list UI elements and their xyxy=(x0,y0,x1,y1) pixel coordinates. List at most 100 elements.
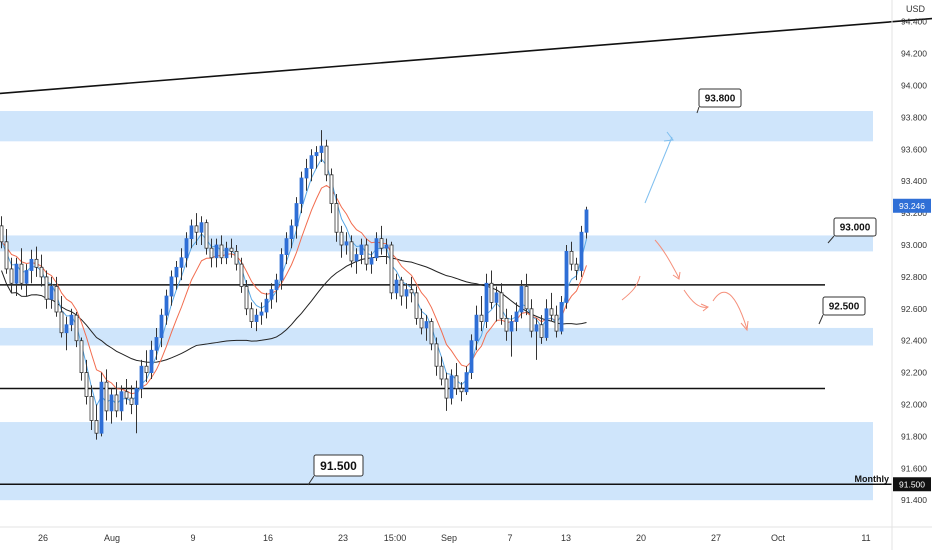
candle-body xyxy=(309,155,314,169)
candle-2 xyxy=(9,257,14,293)
candle-body xyxy=(124,391,129,399)
candle-69 xyxy=(344,232,349,255)
candle-62 xyxy=(309,149,314,182)
candle-111 xyxy=(554,305,559,338)
candle-body xyxy=(334,203,339,233)
candle-body xyxy=(149,349,154,373)
bullish-projection-arrow xyxy=(644,136,673,204)
candle-body xyxy=(274,279,279,291)
candle-99 xyxy=(494,286,499,322)
candle-18 xyxy=(89,385,94,431)
candle-body xyxy=(104,381,109,412)
candle-96 xyxy=(479,296,484,332)
candle-body xyxy=(169,276,174,297)
x-tick-label: 9 xyxy=(190,533,195,543)
y-tick-label: 93.400 xyxy=(901,176,927,186)
x-tick-label: Sep xyxy=(441,533,457,543)
candle-52 xyxy=(259,302,264,325)
callout-93000: 93.000 xyxy=(827,217,877,244)
candle-32 xyxy=(159,308,164,348)
candle-79 xyxy=(394,273,399,300)
callout-93800-box xyxy=(698,88,742,108)
bearish-arrowhead-2 xyxy=(672,271,681,280)
candle-body xyxy=(164,295,169,316)
candle-58 xyxy=(289,219,294,249)
candle-34 xyxy=(169,270,174,306)
candle-50 xyxy=(249,302,254,328)
zone-1 xyxy=(0,235,873,252)
candle-110 xyxy=(549,292,554,322)
candle-47 xyxy=(234,245,239,271)
candle-114 xyxy=(569,241,574,271)
y-tick-label: 92.600 xyxy=(901,304,927,314)
candle-115 xyxy=(574,257,579,281)
candle-body xyxy=(434,343,439,367)
candle-body xyxy=(319,145,324,153)
candle-body xyxy=(49,286,54,300)
candle-81 xyxy=(404,283,409,309)
candle-38 xyxy=(189,219,194,249)
candle-body xyxy=(244,286,249,310)
slow-moving-average-line xyxy=(1,184,587,395)
candle-body xyxy=(524,286,529,310)
x-tick-label: 13 xyxy=(561,533,571,543)
callout-91500-box xyxy=(313,454,364,477)
y-tick-label: 94.200 xyxy=(901,49,927,59)
candle-21 xyxy=(104,369,109,421)
candle-body xyxy=(544,308,549,338)
callout-91500: 91.500 xyxy=(307,454,364,486)
candle-17 xyxy=(84,359,89,405)
candle-body xyxy=(389,244,394,294)
zone-0 xyxy=(0,111,873,142)
candle-15 xyxy=(74,311,79,348)
candle-body xyxy=(294,203,299,227)
candle-92 xyxy=(459,382,464,402)
candle-83 xyxy=(414,286,419,325)
y-tick-label: 93.800 xyxy=(901,112,927,122)
candle-6 xyxy=(29,249,34,284)
candle-103 xyxy=(514,302,519,332)
x-tick-label: Aug xyxy=(104,533,120,543)
candle-body xyxy=(119,391,124,412)
x-tick-label: 27 xyxy=(711,533,721,543)
x-tick-label: 11 xyxy=(861,533,870,543)
callout-92500: 92.500 xyxy=(818,296,866,325)
candle-body xyxy=(39,266,44,278)
candle-body xyxy=(224,247,229,259)
candle-19 xyxy=(94,404,99,440)
candle-body xyxy=(324,145,329,176)
candle-56 xyxy=(279,248,284,290)
candle-42 xyxy=(209,238,214,268)
candle-63 xyxy=(314,146,319,169)
callout-93800: 93.800 xyxy=(696,88,742,114)
candle-body xyxy=(314,152,319,157)
candle-4 xyxy=(19,248,24,290)
candle-71 xyxy=(354,248,359,274)
callout-93000-text: 93.000 xyxy=(840,223,871,234)
candle-body xyxy=(264,298,269,313)
candle-body xyxy=(249,308,254,322)
candle-93 xyxy=(464,366,469,395)
bearish-arrowhead-4 xyxy=(740,320,749,332)
candle-body xyxy=(369,257,374,265)
candle-body xyxy=(449,375,454,399)
candle-body xyxy=(254,314,259,322)
candle-body xyxy=(364,244,369,265)
candle-body xyxy=(114,394,119,412)
candle-body xyxy=(34,258,39,268)
candle-body xyxy=(504,317,509,332)
candle-43 xyxy=(214,238,219,268)
candle-37 xyxy=(184,232,189,268)
bearish-arrow-3 xyxy=(683,289,709,308)
bullish-arrowhead xyxy=(663,131,674,142)
candle-86 xyxy=(429,318,434,351)
candle-body xyxy=(444,378,449,399)
candle-75 xyxy=(374,232,379,261)
candle-9 xyxy=(44,270,49,309)
candle-body xyxy=(204,222,209,249)
candle-body xyxy=(439,365,444,380)
candle-105 xyxy=(524,273,529,316)
candle-body xyxy=(339,231,344,246)
